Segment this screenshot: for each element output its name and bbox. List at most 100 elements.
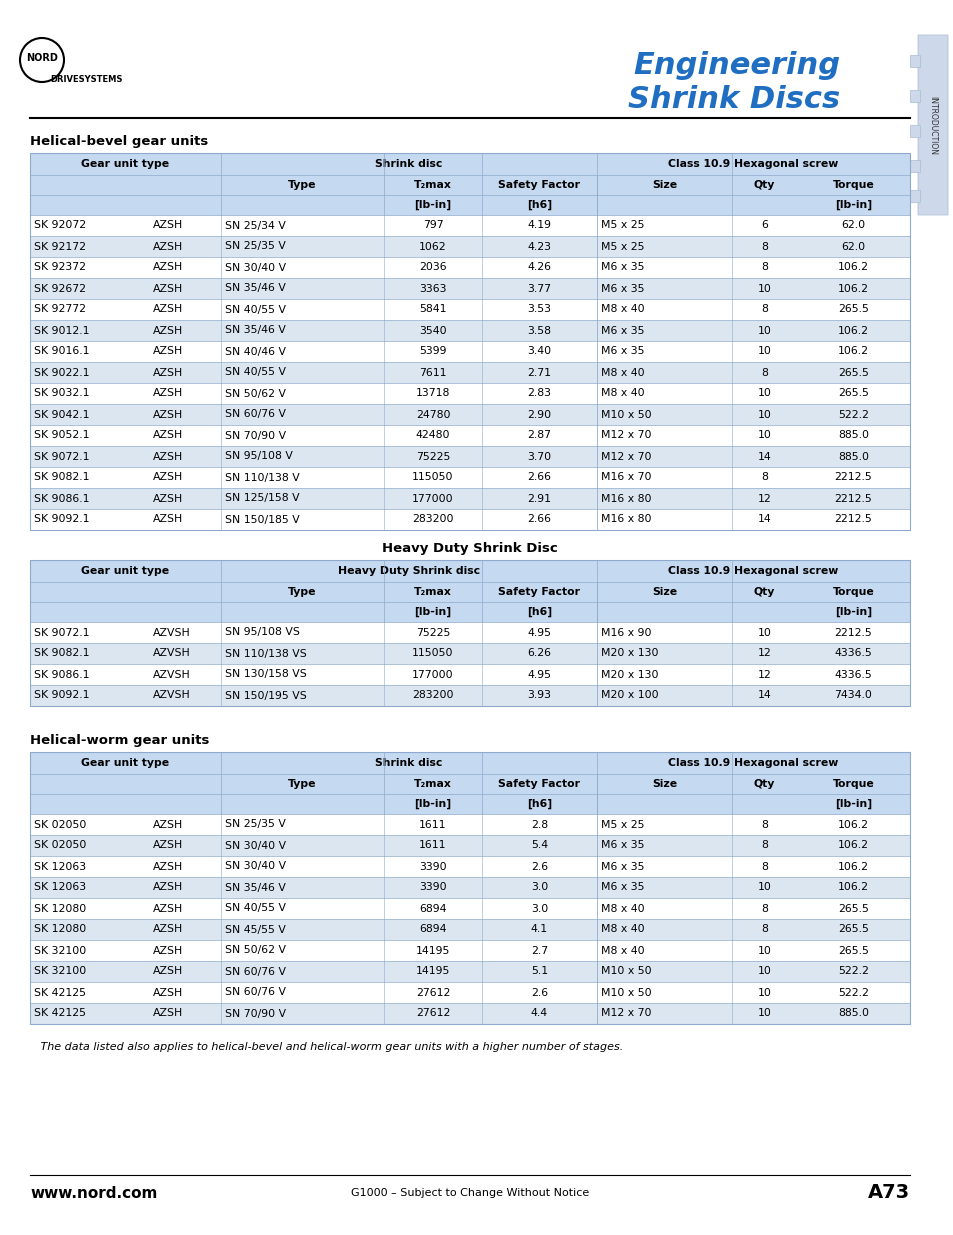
Bar [909,56,919,67]
Text: SK 32100: SK 32100 [34,967,86,977]
Text: 5.1: 5.1 [531,967,547,977]
Text: 75225: 75225 [416,452,450,462]
Text: [h6]: [h6] [526,799,552,809]
Text: SK 02050: SK 02050 [34,841,87,851]
Text: AZSH: AZSH [152,242,183,252]
Text: [lb-in]: [lb-in] [834,606,871,618]
Text: Safety Factor: Safety Factor [498,779,579,789]
Text: 885.0: 885.0 [837,452,868,462]
Text: 1611: 1611 [418,820,446,830]
Text: Qty: Qty [753,779,775,789]
Text: 75225: 75225 [416,627,450,637]
Text: 8: 8 [760,305,767,315]
Text: M8 x 40: M8 x 40 [600,305,644,315]
Text: SK 9086.1: SK 9086.1 [34,669,90,679]
Text: Class 10.9 Hexagonal screw: Class 10.9 Hexagonal screw [668,758,838,768]
Text: 4.1: 4.1 [531,925,547,935]
Text: Gear unit type: Gear unit type [81,566,170,576]
Text: 13718: 13718 [416,389,450,399]
Text: 2.6: 2.6 [531,862,547,872]
Text: SN 40/55 V: SN 40/55 V [225,305,286,315]
Bar [30,559,909,706]
Text: 2.90: 2.90 [527,410,551,420]
Text: SN 70/90 V: SN 70/90 V [225,431,286,441]
Text: M12 x 70: M12 x 70 [600,452,651,462]
Text: M8 x 40: M8 x 40 [600,389,644,399]
Text: SN 25/35 V: SN 25/35 V [225,242,286,252]
Text: AZSH: AZSH [152,841,183,851]
Text: 4.26: 4.26 [527,263,551,273]
Text: 265.5: 265.5 [837,389,868,399]
Text: M8 x 40: M8 x 40 [600,368,644,378]
Text: SN 40/46 V: SN 40/46 V [225,347,286,357]
Text: Type: Type [288,180,316,190]
Text: 106.2: 106.2 [837,883,868,893]
Text: 265.5: 265.5 [837,904,868,914]
Text: 10: 10 [757,431,771,441]
Text: 2.8: 2.8 [531,820,547,830]
Bar [909,90,919,103]
Text: 522.2: 522.2 [837,967,868,977]
Text: 10: 10 [757,410,771,420]
Text: 3.77: 3.77 [527,284,551,294]
Text: SK 9032.1: SK 9032.1 [34,389,90,399]
Text: M6 x 35: M6 x 35 [600,841,644,851]
Text: Size: Size [651,587,677,597]
Text: 3.70: 3.70 [527,452,551,462]
Text: 4.95: 4.95 [527,669,551,679]
Text: 1062: 1062 [418,242,446,252]
Text: 3390: 3390 [418,862,446,872]
Text: 8: 8 [760,925,767,935]
Bar [30,856,909,877]
Text: SN 40/55 V: SN 40/55 V [225,368,286,378]
Text: AZSH: AZSH [152,431,183,441]
Text: 24780: 24780 [416,410,450,420]
Text: 27612: 27612 [416,1009,450,1019]
Text: 2.7: 2.7 [531,946,547,956]
Bar [30,940,909,961]
Text: M10 x 50: M10 x 50 [600,410,651,420]
Text: AZVSH: AZVSH [152,669,191,679]
Text: AZSH: AZSH [152,368,183,378]
Text: 3390: 3390 [418,883,446,893]
Bar [30,961,909,982]
Text: M20 x 130: M20 x 130 [600,648,658,658]
Bar [30,467,909,488]
Text: 10: 10 [757,389,771,399]
Text: 283200: 283200 [412,690,454,700]
Text: AZSH: AZSH [152,473,183,483]
Text: Size: Size [651,779,677,789]
Text: 106.2: 106.2 [837,284,868,294]
Text: 14: 14 [757,690,771,700]
Text: M8 x 40: M8 x 40 [600,946,644,956]
Text: SN 95/108 V: SN 95/108 V [225,452,293,462]
Text: www.nord.com: www.nord.com [30,1186,157,1200]
Text: M8 x 40: M8 x 40 [600,925,644,935]
Text: 2212.5: 2212.5 [834,515,871,525]
Text: Type: Type [288,587,316,597]
Text: 8: 8 [760,862,767,872]
Text: 10: 10 [757,946,771,956]
Bar [30,622,909,643]
Text: 3.0: 3.0 [530,883,548,893]
Text: 177000: 177000 [412,669,454,679]
Text: 2.83: 2.83 [527,389,551,399]
Text: AZSH: AZSH [152,494,183,504]
Text: SN 60/76 V: SN 60/76 V [225,967,286,977]
Text: Helical-bevel gear units: Helical-bevel gear units [30,135,208,148]
Text: SK 9092.1: SK 9092.1 [34,515,90,525]
Bar [30,898,909,919]
Text: [lb-in]: [lb-in] [834,799,871,809]
Text: SK 42125: SK 42125 [34,988,86,998]
Text: 177000: 177000 [412,494,454,504]
Text: M20 x 130: M20 x 130 [600,669,658,679]
Bar [30,1003,909,1024]
Text: [lb-in]: [lb-in] [414,799,451,809]
Text: 12: 12 [757,669,771,679]
Text: 4.23: 4.23 [527,242,551,252]
Text: 8: 8 [760,263,767,273]
Text: M12 x 70: M12 x 70 [600,1009,651,1019]
Text: SK 92772: SK 92772 [34,305,86,315]
Bar [30,752,909,814]
Text: 2.87: 2.87 [527,431,551,441]
